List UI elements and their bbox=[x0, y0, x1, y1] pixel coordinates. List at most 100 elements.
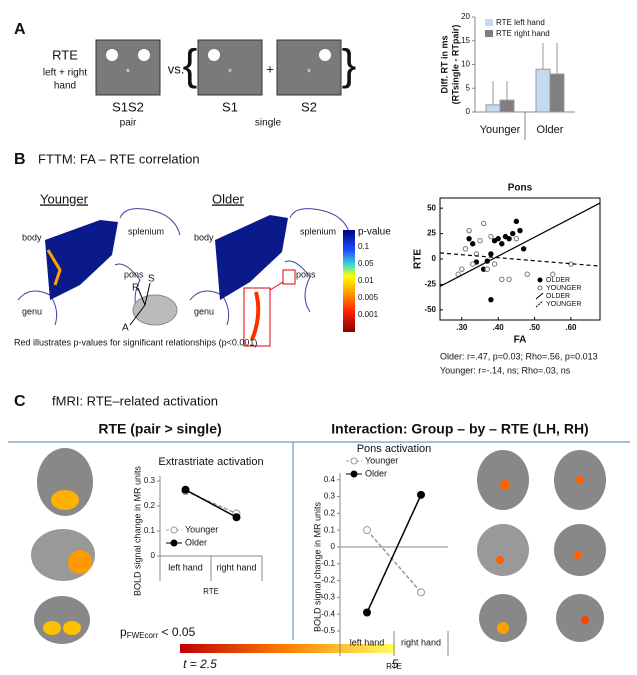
y-tick-label: -0.4 bbox=[321, 609, 335, 618]
legend-label: YOUNGER bbox=[546, 285, 581, 292]
y-tick-label: 15 bbox=[461, 36, 470, 45]
vs: vs. bbox=[168, 61, 185, 76]
orientation-axes bbox=[129, 282, 151, 326]
x-tick-label: right hand bbox=[401, 637, 441, 647]
x-tick-label: .50 bbox=[529, 323, 541, 332]
point bbox=[488, 251, 494, 257]
colorbar-tick: t = 2.5 bbox=[183, 657, 217, 671]
group-label: pair bbox=[120, 118, 137, 129]
legend-swatch bbox=[485, 30, 493, 37]
svg-text:{: { bbox=[183, 41, 198, 90]
series-line bbox=[366, 529, 422, 593]
zoom-box bbox=[282, 269, 296, 285]
colorbar-tick: 0.005 bbox=[358, 293, 379, 302]
y-tick-label: 0.1 bbox=[144, 526, 156, 535]
svg-text:*: * bbox=[228, 68, 232, 79]
t-colorbar bbox=[180, 644, 395, 653]
point bbox=[363, 608, 371, 617]
region-label: genu bbox=[194, 306, 214, 316]
legend-marker bbox=[350, 470, 358, 478]
series-line bbox=[185, 489, 237, 518]
point bbox=[506, 235, 512, 242]
legend-marker bbox=[170, 539, 178, 547]
point bbox=[477, 238, 483, 244]
svg-text:*: * bbox=[126, 68, 130, 79]
stats: Older: r=.47, p=0.03; Rho=.56, p=0.013 bbox=[440, 351, 598, 361]
x-label: FA bbox=[514, 335, 527, 346]
y-tick-label: 0 bbox=[432, 254, 437, 263]
cue: RTE bbox=[52, 47, 78, 62]
chart-title: Pons activation bbox=[357, 443, 432, 455]
orientation: S bbox=[148, 274, 155, 285]
caption: Red illustrates p-values for significant… bbox=[14, 337, 257, 347]
region-label: pons bbox=[296, 269, 316, 279]
y-tick-label: 5 bbox=[466, 83, 471, 92]
point bbox=[363, 526, 371, 535]
y-label: Diff. RT in ms bbox=[439, 36, 449, 94]
bar bbox=[549, 73, 565, 113]
legend-label: OLDER bbox=[546, 293, 570, 300]
fa-map bbox=[215, 215, 288, 300]
y-tick-label: -50 bbox=[424, 305, 436, 314]
bar bbox=[499, 99, 515, 113]
legend-marker bbox=[350, 457, 358, 465]
colorbar-tick: 0.05 bbox=[358, 259, 374, 268]
legend-label: Older bbox=[365, 468, 387, 478]
legend-label: Younger bbox=[365, 455, 398, 465]
point bbox=[488, 296, 494, 303]
y-tick-label: 0.3 bbox=[144, 476, 156, 485]
y-tick-label: 0.3 bbox=[324, 492, 336, 501]
region-label: body bbox=[194, 232, 214, 242]
panel-label: A bbox=[14, 21, 26, 38]
legend-label: Older bbox=[185, 537, 207, 547]
point bbox=[550, 271, 556, 277]
legend-label: RTE right hand bbox=[496, 29, 550, 38]
threshold-p: p bbox=[120, 625, 127, 639]
point bbox=[417, 490, 425, 499]
region-label: pons bbox=[124, 269, 144, 279]
point bbox=[499, 276, 505, 283]
colorbar-tick: 5 bbox=[392, 657, 399, 671]
x-tick-label: left hand bbox=[350, 637, 385, 647]
brain-slices bbox=[31, 448, 606, 644]
y-label: (RTsingle - RTpair) bbox=[450, 25, 460, 105]
bar bbox=[485, 104, 501, 113]
stats: Younger: r=-.14, ns; Rho=.03, ns bbox=[440, 365, 571, 375]
threshold-label: pFWEcorr < 0.05 bbox=[120, 625, 196, 640]
point bbox=[470, 261, 476, 267]
fit-line bbox=[439, 202, 601, 287]
point bbox=[470, 241, 476, 247]
point bbox=[181, 485, 190, 494]
point bbox=[462, 246, 469, 252]
legend-marker bbox=[537, 277, 543, 283]
chart-title: Pons bbox=[508, 183, 533, 194]
point bbox=[520, 246, 527, 252]
group-label: single bbox=[255, 118, 282, 129]
point bbox=[484, 266, 490, 272]
column-header: Interaction: Group – by – RTE (LH, RH) bbox=[331, 421, 588, 437]
y-label: RTE bbox=[413, 249, 424, 269]
colorbar-tick: 0.1 bbox=[358, 242, 370, 251]
point bbox=[232, 513, 241, 522]
legend-label: YOUNGER bbox=[546, 301, 581, 308]
fit-line bbox=[439, 252, 601, 267]
point bbox=[495, 235, 501, 242]
y-tick-label: -0.2 bbox=[321, 576, 335, 585]
x-label: RTE bbox=[386, 662, 402, 671]
y-tick-label: -0.3 bbox=[321, 592, 335, 601]
region-label: splenium bbox=[128, 226, 164, 236]
svg-text:}: } bbox=[342, 41, 357, 90]
box-label: S2 bbox=[301, 99, 317, 114]
y-tick-label: 0 bbox=[151, 551, 156, 560]
point bbox=[499, 241, 505, 247]
orientation: A bbox=[122, 323, 129, 334]
legend-marker bbox=[537, 285, 543, 291]
legend-swatch bbox=[485, 19, 493, 26]
legend-line bbox=[535, 292, 544, 300]
cue-sub: left + right bbox=[43, 68, 87, 79]
point bbox=[510, 230, 516, 237]
y-tick-label: -0.1 bbox=[321, 559, 335, 568]
group-label: Younger bbox=[40, 191, 89, 206]
y-tick-label: 25 bbox=[427, 229, 436, 238]
